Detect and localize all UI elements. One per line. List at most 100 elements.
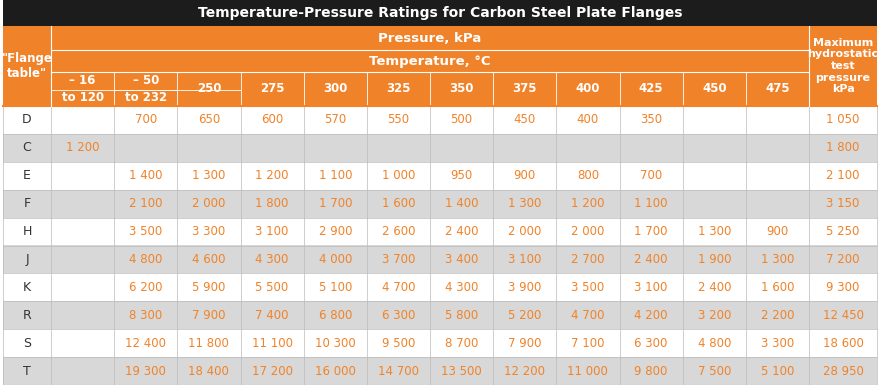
- Text: 5 100: 5 100: [760, 365, 794, 378]
- Text: 650: 650: [198, 114, 220, 126]
- Text: 2 000: 2 000: [571, 225, 605, 238]
- Text: 350: 350: [450, 82, 473, 95]
- Bar: [620, 72, 683, 106]
- Text: F: F: [24, 197, 31, 210]
- Bar: [240, 72, 304, 106]
- Text: 500: 500: [451, 114, 473, 126]
- Bar: [114, 72, 178, 106]
- Text: 1 800: 1 800: [826, 141, 860, 154]
- Text: T: T: [23, 365, 31, 378]
- Bar: [51, 72, 114, 106]
- Text: 1 000: 1 000: [382, 169, 415, 182]
- Text: "Flange
table": "Flange table": [2, 52, 53, 80]
- Text: 9 500: 9 500: [382, 336, 415, 350]
- Text: E: E: [23, 169, 31, 182]
- Bar: [3, 26, 51, 106]
- Text: 325: 325: [386, 82, 411, 95]
- Text: 570: 570: [324, 114, 347, 126]
- Text: 2 100: 2 100: [826, 169, 860, 182]
- Text: 350: 350: [640, 114, 662, 126]
- Text: – 16: – 16: [70, 74, 96, 87]
- Bar: [3, 134, 877, 162]
- Bar: [809, 26, 877, 106]
- Text: 7 900: 7 900: [508, 336, 541, 350]
- Bar: [3, 162, 877, 190]
- Text: 1 300: 1 300: [192, 169, 225, 182]
- Text: 9 800: 9 800: [634, 365, 668, 378]
- Text: 250: 250: [196, 82, 221, 95]
- Bar: [3, 357, 877, 385]
- Text: 8 700: 8 700: [445, 336, 478, 350]
- Text: 3 100: 3 100: [255, 225, 289, 238]
- Text: R: R: [23, 309, 32, 322]
- Text: 11 800: 11 800: [188, 336, 230, 350]
- Text: 1 600: 1 600: [760, 281, 794, 294]
- Text: 400: 400: [576, 82, 600, 95]
- Bar: [304, 72, 367, 106]
- Text: 425: 425: [639, 82, 664, 95]
- Text: 700: 700: [640, 169, 663, 182]
- Text: Pressure, kPa: Pressure, kPa: [378, 32, 481, 45]
- Text: 14 700: 14 700: [378, 365, 419, 378]
- Text: 10 300: 10 300: [315, 336, 356, 350]
- Bar: [3, 106, 877, 134]
- Text: S: S: [23, 336, 31, 350]
- Text: 475: 475: [765, 82, 789, 95]
- Text: 1 300: 1 300: [508, 197, 541, 210]
- Text: 7 400: 7 400: [255, 309, 289, 322]
- Text: K: K: [23, 281, 31, 294]
- Text: 13 500: 13 500: [441, 365, 482, 378]
- Text: J: J: [26, 253, 29, 266]
- Bar: [178, 72, 240, 106]
- Text: 4 300: 4 300: [255, 253, 289, 266]
- Text: 1 300: 1 300: [698, 225, 731, 238]
- Text: 7 200: 7 200: [826, 253, 860, 266]
- Text: 2 400: 2 400: [698, 281, 731, 294]
- Text: 5 100: 5 100: [319, 281, 352, 294]
- Text: Temperature, °C: Temperature, °C: [370, 55, 491, 67]
- Text: H: H: [22, 225, 32, 238]
- Text: 6 300: 6 300: [634, 336, 668, 350]
- Text: 1 800: 1 800: [255, 197, 289, 210]
- Bar: [367, 72, 430, 106]
- Text: 16 000: 16 000: [315, 365, 356, 378]
- Text: 4 700: 4 700: [571, 309, 605, 322]
- Text: 2 700: 2 700: [571, 253, 605, 266]
- Text: 3 700: 3 700: [382, 253, 415, 266]
- Text: 2 000: 2 000: [192, 197, 225, 210]
- Text: 18 400: 18 400: [188, 365, 230, 378]
- Text: 5 800: 5 800: [445, 309, 478, 322]
- Text: 3 200: 3 200: [698, 309, 731, 322]
- Text: 600: 600: [261, 114, 283, 126]
- Text: 4 600: 4 600: [192, 253, 225, 266]
- Text: Maximum
hydrostatic
test
pressure
kPa: Maximum hydrostatic test pressure kPa: [808, 38, 878, 94]
- Text: 300: 300: [323, 82, 348, 95]
- Text: 6 300: 6 300: [382, 309, 415, 322]
- Bar: [3, 273, 877, 301]
- Text: 2 400: 2 400: [634, 253, 668, 266]
- Bar: [3, 301, 877, 329]
- Text: 900: 900: [766, 225, 788, 238]
- Text: 1 700: 1 700: [634, 225, 668, 238]
- Text: C: C: [23, 141, 32, 154]
- Text: to 120: to 120: [62, 91, 104, 104]
- Bar: [3, 190, 877, 218]
- Text: 4 800: 4 800: [129, 253, 163, 266]
- Text: 3 300: 3 300: [761, 336, 794, 350]
- Bar: [3, 329, 877, 357]
- Text: 12 400: 12 400: [125, 336, 166, 350]
- Text: 3 150: 3 150: [826, 197, 860, 210]
- Text: 4 000: 4 000: [319, 253, 352, 266]
- Text: 3 100: 3 100: [508, 253, 541, 266]
- Text: 700: 700: [135, 114, 157, 126]
- Text: 1 400: 1 400: [444, 197, 479, 210]
- Bar: [3, 246, 877, 273]
- Text: 800: 800: [577, 169, 599, 182]
- Text: 3 400: 3 400: [445, 253, 478, 266]
- Text: 1 400: 1 400: [129, 169, 163, 182]
- Text: 950: 950: [451, 169, 473, 182]
- Text: 3 500: 3 500: [571, 281, 605, 294]
- Text: to 232: to 232: [125, 91, 167, 104]
- Text: 1 200: 1 200: [66, 141, 99, 154]
- Text: 4 700: 4 700: [382, 281, 415, 294]
